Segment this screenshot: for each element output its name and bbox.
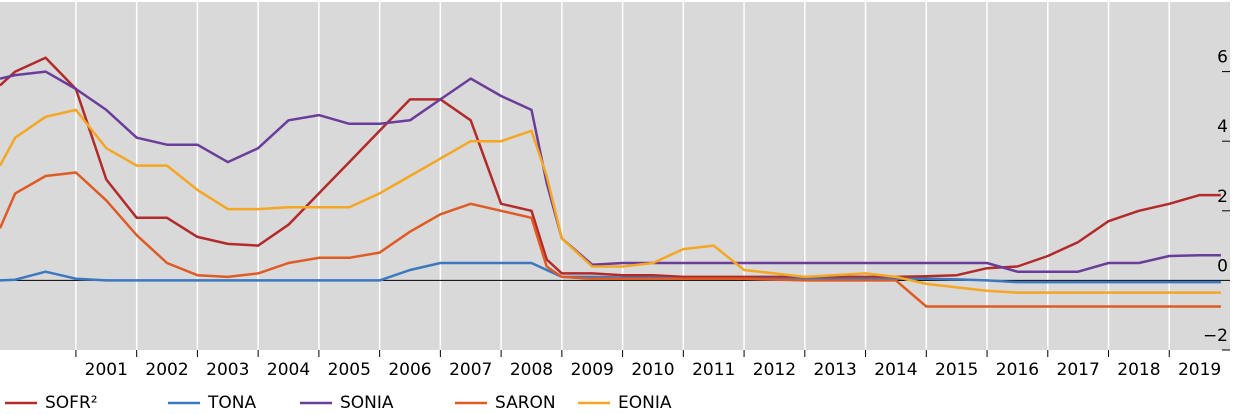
y-tick-label: 2 — [1217, 187, 1228, 207]
x-tick-label: 2014 — [874, 360, 917, 380]
x-tick-label: 2015 — [935, 360, 978, 380]
x-tick-label: 2017 — [1057, 360, 1100, 380]
y-tick-label: −2 — [1203, 326, 1228, 346]
series-line — [0, 171, 1221, 308]
x-tick-label: 2016 — [996, 360, 1039, 380]
legend-label: SOFR² — [45, 393, 98, 413]
plot-area — [0, 2, 1230, 350]
x-tick-label: 2003 — [206, 360, 249, 380]
x-tick-label: 2008 — [510, 360, 553, 380]
x-tick-label: 2006 — [388, 360, 431, 380]
legend-label: EONIA — [618, 393, 672, 413]
series-line — [0, 108, 1221, 294]
x-tick-label: 2001 — [85, 360, 128, 380]
y-tick-label: 0 — [1217, 256, 1228, 276]
x-tick-label: 2005 — [328, 360, 371, 380]
x-tick-label: 2002 — [145, 360, 188, 380]
x-tick-label: 2009 — [571, 360, 614, 380]
x-tick-label: 2010 — [631, 360, 674, 380]
x-tick-label: 2018 — [1117, 360, 1160, 380]
x-tick-label: 2013 — [814, 360, 857, 380]
x-tick-label: 2004 — [267, 360, 310, 380]
x-tick-label: 2011 — [692, 360, 735, 380]
series-line — [0, 56, 1221, 279]
x-tick-label: 2019 — [1178, 360, 1221, 380]
legend-label: TONA — [207, 393, 256, 413]
y-tick-label: 4 — [1217, 117, 1228, 137]
y-tick-label: 6 — [1217, 48, 1228, 68]
legend-label: SONIA — [340, 393, 394, 413]
x-tick-label: 2012 — [753, 360, 796, 380]
legend-label: SARON — [495, 393, 556, 413]
x-tick-label: 2007 — [449, 360, 492, 380]
